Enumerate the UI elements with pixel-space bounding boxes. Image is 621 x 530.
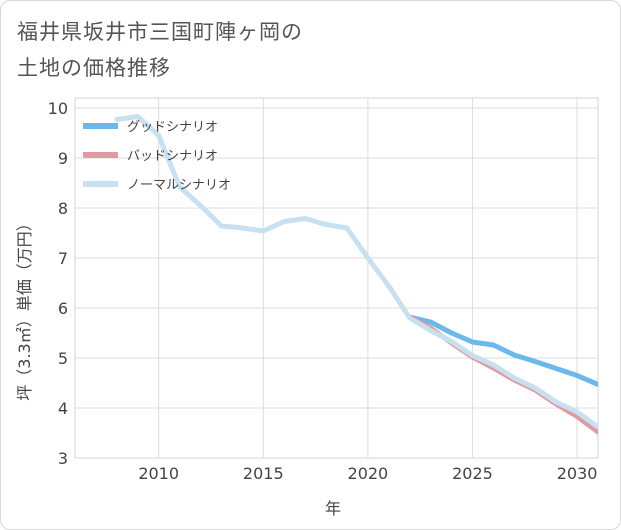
y-tick-label: 9 (58, 149, 68, 168)
y-axis-label: 坪（3.3㎡）単価（万円） (15, 215, 34, 400)
legend-label-1: グッドシナリオ (127, 120, 218, 135)
x-tick-label: 2020 (348, 464, 389, 483)
y-tick-label: 8 (58, 199, 68, 218)
legend-label-3: ノーマルシナリオ (127, 178, 231, 193)
y-tick-label: 3 (58, 449, 68, 468)
series-line-3 (114, 114, 598, 430)
x-tick-label: 2010 (138, 464, 179, 483)
y-tick-label: 7 (58, 249, 68, 268)
x-tick-label: 2015 (243, 464, 284, 483)
chart-title-line-1: 福井県坂井市三国町陣ヶ岡の (17, 20, 303, 44)
chart-title-line-2: 土地の価格推移 (17, 56, 171, 80)
x-tick-label: 2030 (557, 464, 598, 483)
x-tick-label: 2025 (452, 464, 493, 483)
chart-title: 福井県坂井市三国町陣ヶ岡の 土地の価格推移 (17, 14, 303, 86)
x-axis-label: 年 (325, 499, 341, 518)
tick-labels: 3 4 5 6 7 8 9 10 2010 2015 2020 2025 2030 (48, 99, 598, 483)
plot-border (74, 97, 599, 459)
legend-label-2: バッドシナリオ (127, 149, 218, 164)
y-tick-label: 10 (48, 99, 68, 118)
y-tick-label: 6 (58, 299, 68, 318)
y-tick-label: 5 (58, 349, 68, 368)
series-line-1 (407, 314, 598, 387)
series-group (114, 114, 598, 435)
grid (74, 97, 599, 459)
y-tick-label: 4 (58, 399, 68, 418)
